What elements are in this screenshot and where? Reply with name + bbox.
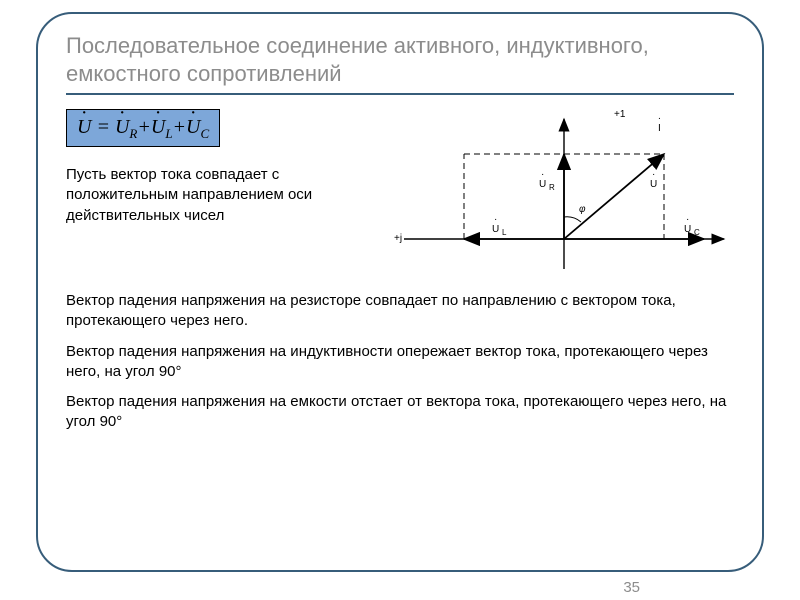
slide-frame: Последовательное соединение активного, и… [36, 12, 764, 572]
vector-ul-label: U L [492, 224, 506, 237]
vector-uc-label: U C [684, 224, 700, 237]
slide-title: Последовательное соединение активного, и… [66, 32, 734, 87]
diagram-svg [384, 109, 734, 274]
upper-row: U = UR+UL+UC Пусть вектор тока совпадает… [66, 109, 734, 279]
left-column: U = UR+UL+UC Пусть вектор тока совпадает… [66, 109, 372, 226]
vector-u-label: U [650, 179, 657, 190]
paragraph-3: Вектор падения напряжения на емкости отс… [66, 392, 734, 433]
page-number: 35 [623, 579, 640, 596]
phasor-diagram: +1 I U R U φ U L U C +j [384, 109, 734, 279]
paragraph-1: Вектор падения напряжения на резисторе с… [66, 291, 734, 332]
formula: U = UR+UL+UC [66, 109, 220, 147]
axis-plus1-label: +1 [614, 109, 625, 120]
axis-plusj-label: +j [394, 233, 402, 244]
lead-paragraph: Пусть вектор тока совпадает с положитель… [66, 165, 372, 226]
vector-i-label: I [658, 123, 661, 134]
title-rule [66, 93, 734, 95]
paragraph-2: Вектор падения напряжения на индуктивнос… [66, 342, 734, 383]
angle-phi-label: φ [579, 204, 586, 215]
vector-ur-label: U R [539, 179, 555, 192]
